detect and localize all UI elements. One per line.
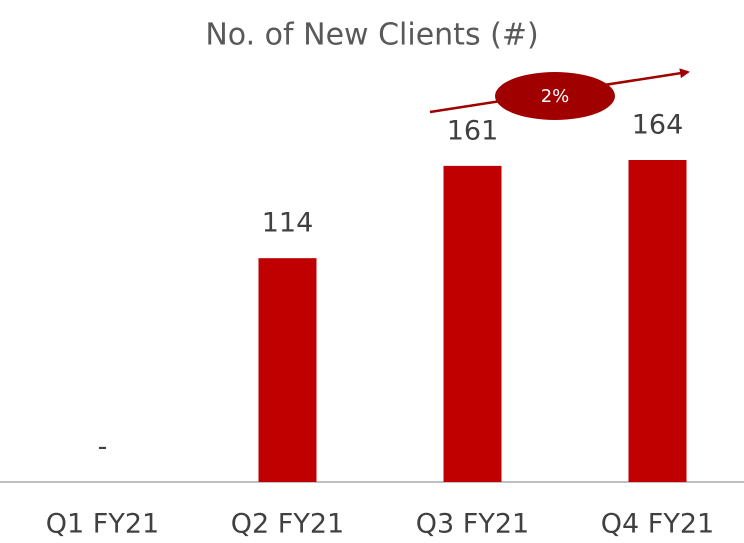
bar (258, 258, 317, 482)
data-label: - (98, 432, 108, 463)
x-tick-label: Q2 FY21 (231, 509, 344, 540)
data-label: 114 (262, 208, 314, 239)
data-label: 164 (632, 110, 684, 141)
annotation: 2% (541, 86, 570, 107)
chart-title: No. of New Clients (#) (205, 18, 538, 53)
annotation-badge (495, 72, 615, 120)
x-tick-label: Q1 FY21 (46, 509, 159, 540)
x-tick-label: Q3 FY21 (416, 509, 529, 540)
bar (443, 165, 502, 482)
x-tick-label: Q4 FY21 (601, 509, 714, 540)
data-label: 161 (447, 115, 499, 146)
bar (628, 160, 687, 482)
